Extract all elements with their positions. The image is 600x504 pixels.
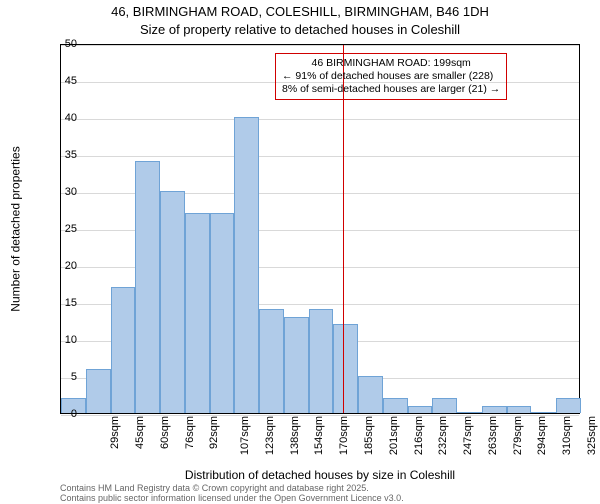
x-tick-label: 76sqm bbox=[184, 416, 196, 449]
y-tick-label: 5 bbox=[47, 371, 77, 383]
y-tick-label: 40 bbox=[47, 112, 77, 124]
bar bbox=[185, 213, 210, 413]
bar bbox=[234, 117, 259, 413]
bar bbox=[309, 309, 334, 413]
x-tick-label: 92sqm bbox=[208, 416, 220, 449]
chart-title-main: 46, BIRMINGHAM ROAD, COLESHILL, BIRMINGH… bbox=[0, 4, 600, 19]
annotation-box: 46 BIRMINGHAM ROAD: 199sqm← 91% of detac… bbox=[275, 53, 507, 100]
x-tick-label: 247sqm bbox=[462, 416, 474, 455]
bar bbox=[284, 317, 309, 413]
x-tick-label: 310sqm bbox=[561, 416, 573, 455]
y-tick-label: 35 bbox=[47, 149, 77, 161]
annotation-line: ← 91% of detached houses are smaller (22… bbox=[282, 70, 500, 83]
x-tick-label: 60sqm bbox=[159, 416, 171, 449]
property-size-chart: 46, BIRMINGHAM ROAD, COLESHILL, BIRMINGH… bbox=[0, 0, 600, 500]
bar bbox=[432, 398, 457, 413]
x-tick-label: 185sqm bbox=[363, 416, 375, 455]
gridline bbox=[61, 119, 579, 120]
y-tick-label: 45 bbox=[47, 75, 77, 87]
x-tick-label: 232sqm bbox=[437, 416, 449, 455]
chart-title-sub: Size of property relative to detached ho… bbox=[0, 22, 600, 37]
y-tick-label: 25 bbox=[47, 223, 77, 235]
bar bbox=[531, 412, 556, 413]
x-tick-label: 216sqm bbox=[413, 416, 425, 455]
bar bbox=[135, 161, 160, 413]
gridline bbox=[61, 156, 579, 157]
plot-area: 46 BIRMINGHAM ROAD: 199sqm← 91% of detac… bbox=[60, 44, 580, 414]
gridline bbox=[61, 45, 579, 46]
bar bbox=[556, 398, 581, 413]
annotation-line: 46 BIRMINGHAM ROAD: 199sqm bbox=[282, 57, 500, 70]
bar bbox=[259, 309, 284, 413]
y-tick-label: 0 bbox=[47, 408, 77, 420]
x-tick-label: 170sqm bbox=[338, 416, 350, 455]
bar bbox=[86, 369, 111, 413]
x-tick-label: 263sqm bbox=[487, 416, 499, 455]
bar bbox=[111, 287, 136, 413]
annotation-line: 8% of semi-detached houses are larger (2… bbox=[282, 83, 500, 96]
bar bbox=[160, 191, 185, 413]
bar bbox=[333, 324, 358, 413]
x-tick-label: 201sqm bbox=[388, 416, 400, 455]
x-tick-label: 294sqm bbox=[536, 416, 548, 455]
y-axis-label: Number of detached properties bbox=[6, 44, 26, 414]
x-tick-label: 45sqm bbox=[134, 416, 146, 449]
bar bbox=[457, 412, 482, 413]
x-tick-label: 107sqm bbox=[239, 416, 251, 455]
bar bbox=[482, 406, 507, 413]
x-tick-label: 154sqm bbox=[314, 416, 326, 455]
y-tick-label: 15 bbox=[47, 297, 77, 309]
bar bbox=[383, 398, 408, 413]
x-tick-label: 123sqm bbox=[264, 416, 276, 455]
bar bbox=[507, 406, 532, 413]
y-tick-label: 20 bbox=[47, 260, 77, 272]
x-tick-label: 29sqm bbox=[109, 416, 121, 449]
y-tick-label: 10 bbox=[47, 334, 77, 346]
y-tick-label: 50 bbox=[47, 38, 77, 50]
footnote: Contains HM Land Registry data © Crown c… bbox=[60, 484, 580, 504]
footnote-line-2: Contains public sector information licen… bbox=[60, 494, 580, 504]
bar bbox=[358, 376, 383, 413]
y-tick-label: 30 bbox=[47, 186, 77, 198]
y-axis-label-text: Number of detached properties bbox=[9, 146, 23, 311]
bar bbox=[408, 406, 433, 413]
x-tick-label: 138sqm bbox=[289, 416, 301, 455]
x-axis-label: Distribution of detached houses by size … bbox=[60, 468, 580, 482]
bar bbox=[210, 213, 235, 413]
x-tick-label: 325sqm bbox=[586, 416, 598, 455]
x-tick-label: 279sqm bbox=[512, 416, 524, 455]
